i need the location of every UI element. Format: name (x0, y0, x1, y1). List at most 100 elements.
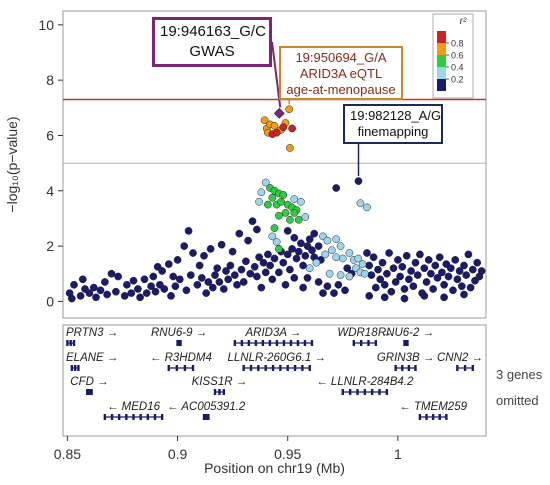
gwas-pointer (271, 41, 282, 108)
point-0.0-0.2-10 (184, 227, 193, 235)
gene-label-8: GRIN3B → (377, 352, 435, 364)
gene-exon-1-2 (179, 340, 182, 346)
point-0.0-0.2-25 (114, 272, 122, 281)
gene-exon-9-0 (456, 365, 459, 371)
point-0.0-0.2-16 (164, 260, 173, 268)
gene-label-3: WDR18 → (337, 327, 392, 339)
point-0.6-0.8-4 (270, 121, 279, 130)
point-0.0-0.2-166 (380, 293, 389, 302)
point-0.0-0.2-47 (160, 285, 169, 293)
y-tick-label-6: 6 (46, 127, 54, 143)
y-tick-label-0: 0 (46, 293, 54, 309)
point-0.0-0.2-116 (371, 283, 380, 292)
point-0.2-0.4-12 (327, 246, 336, 255)
point-0.2-0.4-22 (360, 269, 369, 278)
gene-exon-2-10 (303, 340, 307, 346)
point-0.0-0.2-114 (367, 271, 376, 279)
point-0.0-0.2-140 (424, 256, 433, 264)
gene-exon-2-9 (296, 340, 300, 346)
point-0.0-0.2-138 (420, 264, 429, 273)
point-0.2-0.4-27 (336, 271, 345, 279)
point-0.0-0.2-157 (462, 271, 471, 279)
point-0.2-0.4-24 (363, 203, 371, 212)
legend-swatch-4 (437, 79, 446, 91)
gene-exon-4-2 (406, 340, 409, 346)
point-0.4-0.6-14 (286, 215, 294, 224)
gene-exon-2-2 (247, 340, 251, 346)
point-0.0-0.2-75 (266, 261, 274, 270)
gene-exon-15-4 (445, 414, 448, 420)
gene-exon-8-1 (401, 365, 404, 371)
point-0.0-0.2-7 (228, 247, 237, 256)
gene-exon-11-1 (218, 389, 221, 395)
point-0.2-0.4-2 (255, 197, 263, 206)
gene-exon-10-2 (90, 389, 93, 395)
point-0.0-0.2-22 (129, 276, 138, 285)
axes: 0 2 4 6 8 10 −log₁₀(p−value) 0.85 0.9 0.95 1 Positi… (4, 17, 402, 476)
point-0.0-0.2-125 (391, 278, 400, 286)
legend-swatch-2 (437, 55, 446, 67)
point-0.0-0.2-102 (299, 283, 307, 292)
point-0.2-0.4-0 (261, 178, 270, 187)
point-0.0-0.2-83 (299, 261, 307, 270)
point-0.0-0.2-38 (103, 290, 111, 299)
point-0.0-0.2-82 (294, 247, 303, 256)
annotation-pointers (271, 41, 360, 177)
point-0.0-0.2-19 (149, 272, 158, 281)
gene-exon-7-6 (286, 365, 289, 371)
point-0.0-0.2-5 (235, 229, 244, 238)
point-0.0-0.2-53 (193, 280, 202, 289)
gene-exon-12-3 (363, 389, 367, 395)
gene-exon-10-1 (88, 389, 91, 395)
point-0.0-0.2-74 (264, 250, 272, 259)
point-0.0-0.2-96 (253, 272, 261, 281)
point-0.0-0.2-41 (127, 289, 136, 297)
point-0.2-0.4-14 (332, 253, 341, 262)
point-0.0-0.2-79 (283, 250, 292, 259)
point-0.0-0.2-133 (409, 282, 418, 291)
point-0.0-0.2-168 (420, 292, 429, 300)
point-0.0-0.2-23 (134, 285, 142, 293)
legend-swatch-0 (437, 31, 446, 43)
point-0.0-0.2-24 (123, 280, 131, 289)
point-0.0-0.2-86 (308, 246, 316, 255)
point-0.0-0.2-139 (422, 278, 431, 286)
point-0.8-1.0-3 (288, 124, 296, 133)
point-0.2-0.4-4 (290, 195, 299, 203)
point-0.0-0.2-167 (400, 294, 409, 303)
point-0.0-0.2-68 (242, 257, 250, 266)
gene-label-7: LLNLR-260G6.1 → (227, 352, 325, 364)
point-0.0-0.2-164 (477, 267, 486, 275)
point-0.0-0.2-105 (319, 289, 327, 297)
gene-exon-5-1 (73, 365, 77, 371)
gene-label-12: ← LLNLR-284B4.2 (316, 376, 414, 388)
point-0.0-0.2-13 (213, 264, 222, 273)
point-0.0-0.2-51 (182, 286, 191, 295)
legend-label-2: 0.4 (451, 63, 464, 73)
annotation-eqtl-line2: ARID3A eQTL (299, 66, 383, 81)
point-0.0-0.2-32 (76, 292, 85, 300)
point-0.0-0.2-84 (301, 251, 310, 260)
gene-label-14: ← AC005391.2 (167, 401, 246, 413)
point-0.0-0.2-8 (206, 245, 215, 253)
point-0.0-0.2-45 (151, 287, 160, 296)
point-0.0-0.2-160 (468, 265, 477, 274)
point-0.0-0.2-88 (314, 242, 323, 250)
point-0.0-0.2-123 (387, 287, 396, 296)
point-0.2-0.4-16 (345, 249, 354, 257)
gene-exon-13-8 (160, 414, 164, 420)
gene-exon-12-1 (348, 389, 352, 395)
gene-exon-8-0 (394, 365, 397, 371)
point-0.0-0.2-36 (78, 275, 87, 284)
point-0.0-0.2-152 (451, 256, 460, 264)
point-0.8-1.0-1 (279, 123, 288, 132)
point-0.0-0.2-60 (219, 285, 228, 293)
point-0.0-0.2-110 (343, 264, 352, 273)
point-0.0-0.2-40 (120, 292, 129, 300)
point-0.0-0.2-14 (195, 261, 204, 270)
point-0.0-0.2-107 (330, 289, 338, 297)
omitted-genes-line1: 3 genes (496, 367, 543, 382)
point-0.0-0.2-59 (215, 278, 224, 286)
point-0.0-0.2-108 (334, 280, 343, 289)
point-0.0-0.2-129 (400, 285, 409, 293)
